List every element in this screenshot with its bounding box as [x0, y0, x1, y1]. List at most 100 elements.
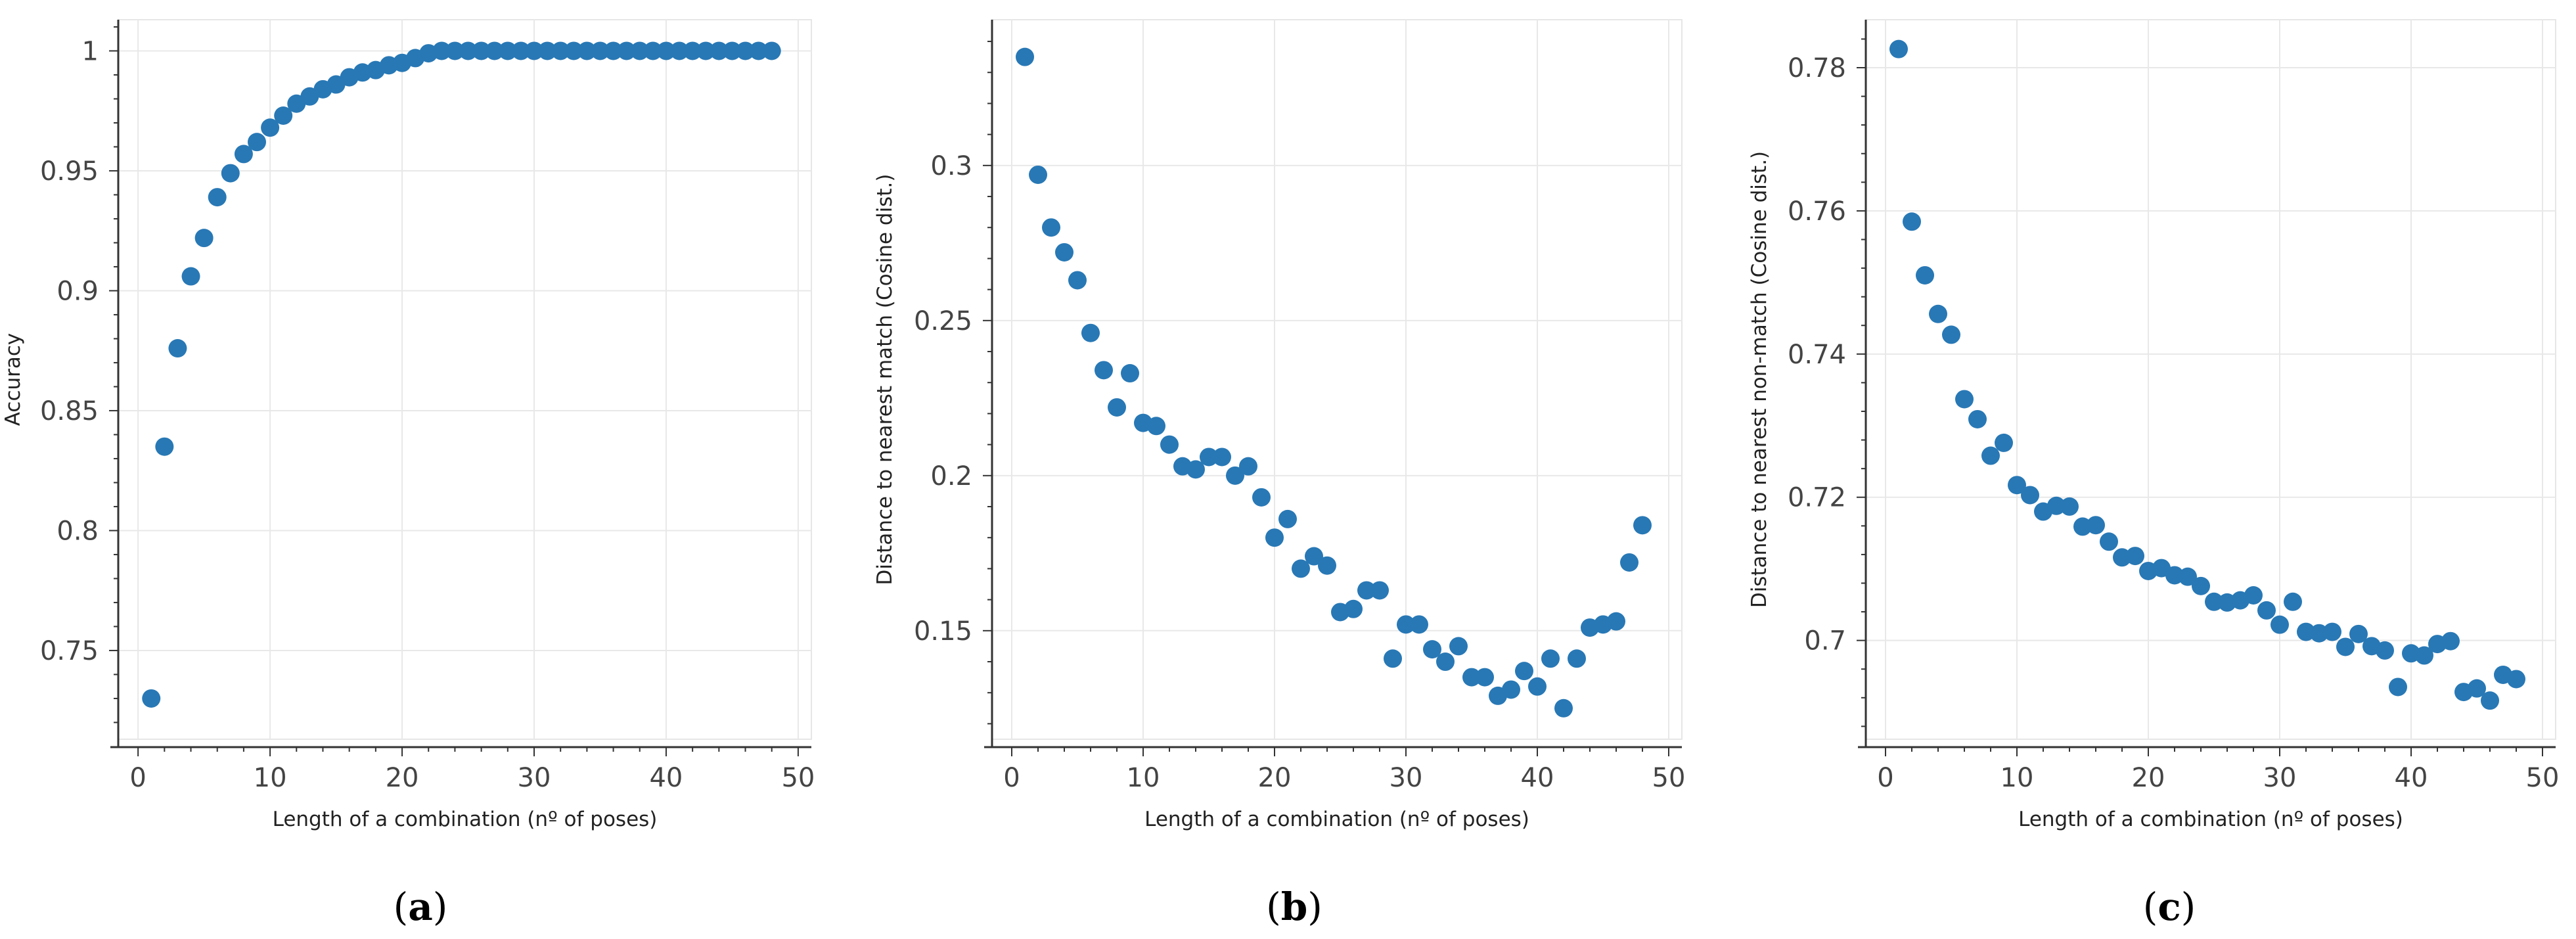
panel-a-data-point: [472, 41, 491, 60]
panel-a-plot-area: [118, 19, 812, 740]
panel-a-data-point: [551, 41, 570, 60]
y-tick-label: 0.9: [56, 276, 99, 306]
panel-b-data-point: [1397, 615, 1415, 634]
panel-c-data-point: [2126, 547, 2144, 566]
panel-b-data-point: [1226, 466, 1244, 485]
panel-c-data-point: [2376, 641, 2394, 660]
panel-a-data-point: [511, 41, 530, 60]
x-tick-label: 50: [2526, 763, 2560, 793]
panel-b-data-point: [1515, 662, 1533, 681]
panel-b-data-point: [1449, 637, 1468, 656]
panel-b-data-point: [1081, 323, 1100, 342]
panel-a-data-point: [577, 41, 597, 60]
y-tick-label: 0.25: [914, 306, 972, 336]
y-tick-label: 0.76: [1788, 196, 1846, 227]
panel-b-data-point: [1213, 447, 1231, 467]
panel-b-data-point: [1108, 398, 1126, 417]
panel-b-data-point: [1502, 680, 1520, 699]
panel-c-data-point: [2415, 646, 2433, 665]
x-tick-label: 50: [1652, 763, 1686, 793]
x-tick-label: 30: [2263, 763, 2297, 793]
x-tick-label: 20: [386, 763, 419, 793]
panel-c-data-point: [2507, 670, 2525, 689]
panel-b-data-point: [1528, 677, 1547, 696]
panel-c-data-point: [2257, 601, 2276, 620]
chart-panel-b: 0 10 20 30 40 50 0.15 0.2 0.25 0.3 Length of a com…: [873, 19, 1686, 929]
panel-c-data-point: [1929, 304, 1947, 323]
panel-c-data-point: [2389, 677, 2407, 697]
y-tick-label: 0.3: [930, 151, 972, 181]
panel-c-data-point: [2047, 496, 2066, 515]
panel-c-data-point: [2021, 486, 2039, 505]
panel-b-data-point: [1292, 559, 1310, 578]
panel-a-data-point: [445, 41, 464, 60]
x-tick-label: 10: [2000, 763, 2034, 793]
y-tick-label: 0.15: [914, 616, 972, 647]
panel-a-data-point: [181, 267, 200, 286]
panel-c-data-point: [2468, 679, 2486, 698]
panel-a-data-point: [538, 41, 557, 60]
panel-a-data-point: [656, 41, 675, 60]
panel-b-x-axis-label: Length of a combination (nº of poses): [1144, 808, 1529, 831]
panel-a-data-point: [564, 41, 583, 60]
panel-a-data-point: [630, 41, 649, 60]
x-tick-label: 20: [1258, 763, 1292, 793]
panel-b-data-point: [1633, 516, 1652, 535]
x-tick-label: 40: [649, 763, 683, 793]
panel-a-data-point: [194, 229, 214, 248]
panel-b-data-point: [1055, 242, 1073, 262]
panel-a-data-point: [525, 41, 543, 60]
panel-c-x-axis-label: Length of a combination (nº of poses): [2018, 808, 2403, 831]
chart-panel-a: 0 10 20 30 40 50 0.75 0.8 0.85 0.9 0.95 1 Length of …: [1, 19, 815, 929]
panel-a-x-axis-label: Length of a combination (nº of poses): [273, 808, 658, 831]
panel-c-data-point: [1995, 433, 2013, 452]
panel-b-data-point: [1436, 653, 1455, 672]
panel-b-data-point: [1357, 581, 1376, 600]
panel-b-data-point: [1318, 556, 1336, 575]
panel-a-data-point: [168, 339, 187, 358]
x-tick-label: 10: [254, 763, 287, 793]
panel-a-data-point: [591, 41, 610, 60]
panel-c-data-point: [2060, 497, 2079, 516]
y-tick-label: 0.72: [1788, 483, 1846, 513]
panel-b-data-point: [1200, 447, 1218, 467]
panel-b-data-point: [1068, 271, 1087, 290]
panel-a-data-point: [683, 41, 702, 60]
panel-b-data-point: [1423, 640, 1441, 659]
panel-c-data-point: [1955, 390, 1974, 409]
y-tick-label: 0.78: [1788, 53, 1846, 83]
panel-b-data-point: [1462, 668, 1481, 687]
panel-a-data-point: [208, 188, 227, 207]
x-tick-label: 30: [1390, 763, 1423, 793]
panel-c-data-point: [1942, 325, 1960, 344]
panel-b-data-point: [1568, 649, 1586, 668]
panel-b-data-point: [1278, 509, 1297, 528]
panel-c-data-point: [2349, 624, 2368, 643]
panel-c-y-axis-label: Distance to nearest non-match (Cosine di…: [1748, 151, 1771, 608]
panel-b-data-point: [1370, 581, 1389, 600]
panel-b-data-point: [1265, 528, 1284, 547]
panel-c-data-point: [1968, 409, 1987, 428]
x-tick-label: 20: [2132, 763, 2165, 793]
panel-a-data-point: [736, 41, 755, 60]
panel-a-data-point: [670, 41, 689, 60]
panel-c-data-point: [1889, 39, 1908, 58]
panel-c-data-point: [1981, 446, 2000, 465]
y-tick-label: 0.74: [1788, 340, 1846, 370]
y-tick-label: 0.95: [40, 156, 99, 187]
panel-a-y-axis-label: Accuracy: [1, 333, 25, 426]
panel-c-data-point: [2481, 691, 2499, 710]
panel-c-data-point: [2284, 592, 2302, 611]
panel-b-data-point: [1305, 547, 1323, 566]
panel-a-caption: (a): [394, 884, 448, 929]
x-tick-label: 10: [1127, 763, 1160, 793]
x-tick-label: 0: [129, 763, 146, 793]
panel-b-data-point: [1186, 460, 1205, 479]
panel-b-data-point: [1384, 649, 1402, 668]
panel-c-data-point: [2323, 622, 2341, 641]
panel-a-data-point: [696, 41, 715, 60]
y-tick-label: 0.8: [56, 516, 99, 546]
panel-b-data-point: [1239, 457, 1257, 476]
y-tick-label: 0.7: [1804, 626, 1846, 656]
panel-c-caption: (c): [2143, 884, 2196, 929]
